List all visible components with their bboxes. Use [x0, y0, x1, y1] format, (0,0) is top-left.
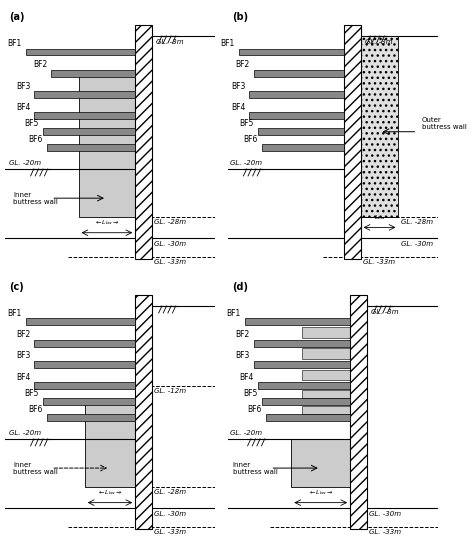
Bar	[43, 398, 135, 405]
Text: BF2: BF2	[235, 330, 249, 339]
Text: $\leftarrow L_{bw}\rightarrow$: $\leftarrow L_{bw}\rightarrow$	[94, 219, 120, 227]
Text: Outer
buttress wall: Outer buttress wall	[421, 118, 466, 130]
Text: (a): (a)	[9, 12, 25, 22]
Bar	[262, 398, 350, 405]
Text: $L_{bw}$: $L_{bw}$	[374, 213, 385, 222]
Bar	[35, 91, 135, 98]
Text: (b): (b)	[233, 12, 249, 22]
Text: GL. -20m: GL. -20m	[9, 430, 41, 436]
Bar	[302, 370, 350, 380]
Bar	[26, 48, 135, 55]
Bar	[344, 26, 361, 259]
Text: (c): (c)	[9, 282, 24, 292]
Text: BF3: BF3	[231, 82, 245, 90]
Bar	[262, 144, 344, 151]
Text: BF4: BF4	[239, 373, 254, 382]
Text: GL. -30m: GL. -30m	[154, 240, 186, 246]
Text: GL. -20m: GL. -20m	[9, 160, 41, 166]
Bar	[302, 327, 350, 338]
Bar	[35, 361, 135, 368]
Bar	[47, 414, 135, 421]
Text: GL. -33m: GL. -33m	[154, 259, 186, 265]
Text: GL. -33m: GL. -33m	[369, 529, 401, 535]
Text: BF4: BF4	[16, 103, 30, 112]
Text: BF5: BF5	[24, 388, 39, 398]
Text: Inner
buttress wall: Inner buttress wall	[13, 461, 58, 474]
Bar	[361, 36, 399, 217]
Text: GL. -33m: GL. -33m	[363, 259, 395, 265]
Bar	[302, 349, 350, 359]
Bar	[35, 339, 135, 347]
Text: GL. -3m: GL. -3m	[156, 39, 184, 45]
Text: GL. -20m: GL. -20m	[230, 160, 263, 166]
Text: BF3: BF3	[16, 82, 30, 90]
Bar	[249, 91, 344, 98]
Text: BF2: BF2	[235, 60, 249, 69]
Text: BF5: BF5	[24, 119, 39, 128]
Text: GL. -12m: GL. -12m	[154, 388, 186, 394]
Text: GL. -20m: GL. -20m	[230, 430, 263, 436]
Text: GL. -28m: GL. -28m	[154, 219, 186, 225]
Bar	[35, 382, 135, 389]
Bar	[258, 382, 350, 389]
Bar	[266, 414, 350, 421]
Text: (d): (d)	[233, 282, 248, 292]
Bar	[35, 112, 135, 119]
Bar	[350, 295, 367, 529]
Bar	[254, 70, 344, 77]
Text: GL. -28m: GL. -28m	[401, 219, 433, 225]
Text: BF1: BF1	[8, 309, 22, 318]
Bar	[43, 128, 135, 135]
Text: BF1: BF1	[220, 39, 235, 48]
Bar	[47, 144, 135, 151]
Bar	[239, 48, 344, 55]
Bar	[51, 70, 135, 77]
Text: BF3: BF3	[16, 351, 30, 361]
Bar	[302, 406, 350, 413]
Text: GL. -3m: GL. -3m	[365, 39, 392, 45]
Text: BF4: BF4	[231, 103, 245, 112]
Text: BF2: BF2	[16, 330, 30, 339]
Bar	[135, 295, 152, 529]
Text: BF5: BF5	[239, 119, 254, 128]
Text: Inner
buttress wall: Inner buttress wall	[13, 191, 58, 205]
Text: BF1: BF1	[8, 39, 22, 48]
Bar	[292, 439, 350, 487]
Bar	[245, 318, 350, 325]
Text: GL. -3m: GL. -3m	[371, 308, 399, 314]
Bar	[26, 318, 135, 325]
Text: BF4: BF4	[16, 373, 30, 382]
Text: $\leftarrow L_{bw}\rightarrow$: $\leftarrow L_{bw}\rightarrow$	[97, 489, 123, 497]
Bar	[254, 339, 350, 347]
Text: BF2: BF2	[33, 60, 47, 69]
Text: GL. -30m: GL. -30m	[369, 511, 401, 517]
Text: BF1: BF1	[227, 309, 241, 318]
Bar	[254, 361, 350, 368]
Text: GL. -30m: GL. -30m	[154, 511, 186, 517]
Text: BF6: BF6	[247, 405, 262, 413]
Text: BF6: BF6	[28, 405, 43, 413]
Text: GL. -28m: GL. -28m	[154, 490, 186, 496]
Bar	[302, 390, 350, 398]
Bar	[85, 401, 135, 487]
Text: GL. -33m: GL. -33m	[154, 529, 186, 535]
Text: BF6: BF6	[244, 135, 258, 144]
Text: BF6: BF6	[28, 135, 43, 144]
Text: BF3: BF3	[235, 351, 249, 361]
Text: Inner
buttress wall: Inner buttress wall	[233, 461, 277, 474]
Bar	[135, 26, 152, 259]
Text: BF5: BF5	[244, 388, 258, 398]
Bar	[249, 112, 344, 119]
Text: $\leftarrow L_{bw}\rightarrow$: $\leftarrow L_{bw}\rightarrow$	[308, 489, 334, 497]
Text: GL. -30m: GL. -30m	[401, 240, 433, 246]
Bar	[79, 73, 135, 217]
Bar	[258, 128, 344, 135]
